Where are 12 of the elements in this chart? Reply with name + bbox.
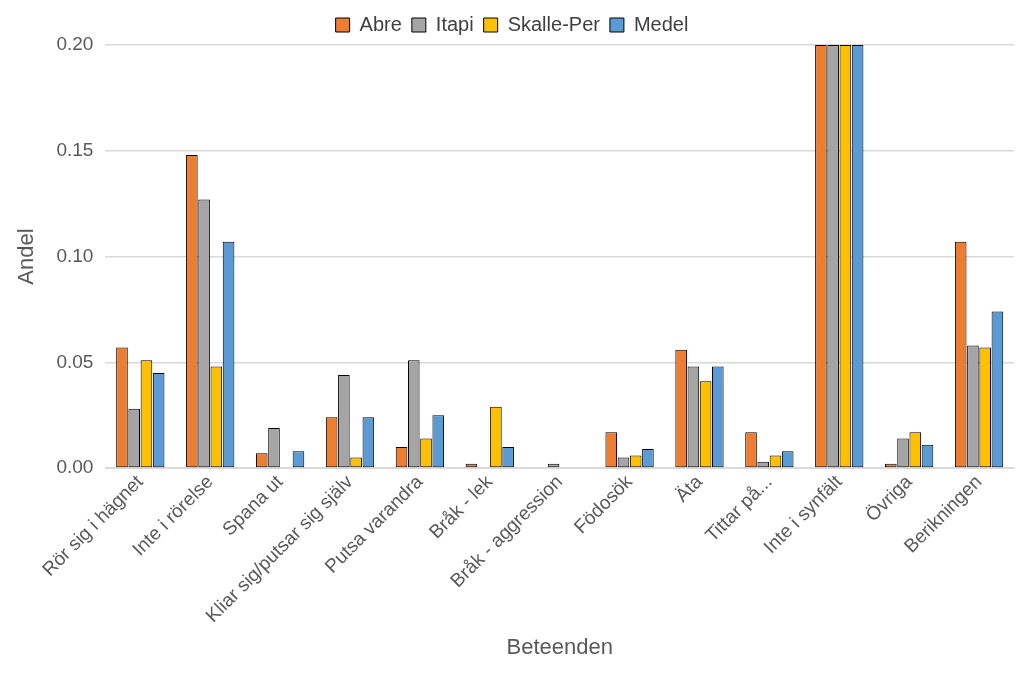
y-tick-label: 0.15 — [56, 139, 94, 161]
y-tick-label: 0.20 — [56, 33, 94, 55]
legend-label: Skalle-Per — [507, 12, 601, 35]
x-tick-label: Äta — [670, 470, 707, 506]
y-tick-label: 0.05 — [56, 350, 94, 372]
legend-label: Itapi — [435, 12, 474, 35]
legend-label: Medel — [633, 12, 689, 35]
y-tick-label: 0.10 — [56, 244, 94, 266]
legend-label: Abre — [359, 12, 402, 35]
x-axis-title: Beteenden — [506, 633, 613, 659]
y-tick-label: 0.00 — [56, 456, 94, 478]
y-axis-title: Andel — [13, 228, 39, 285]
